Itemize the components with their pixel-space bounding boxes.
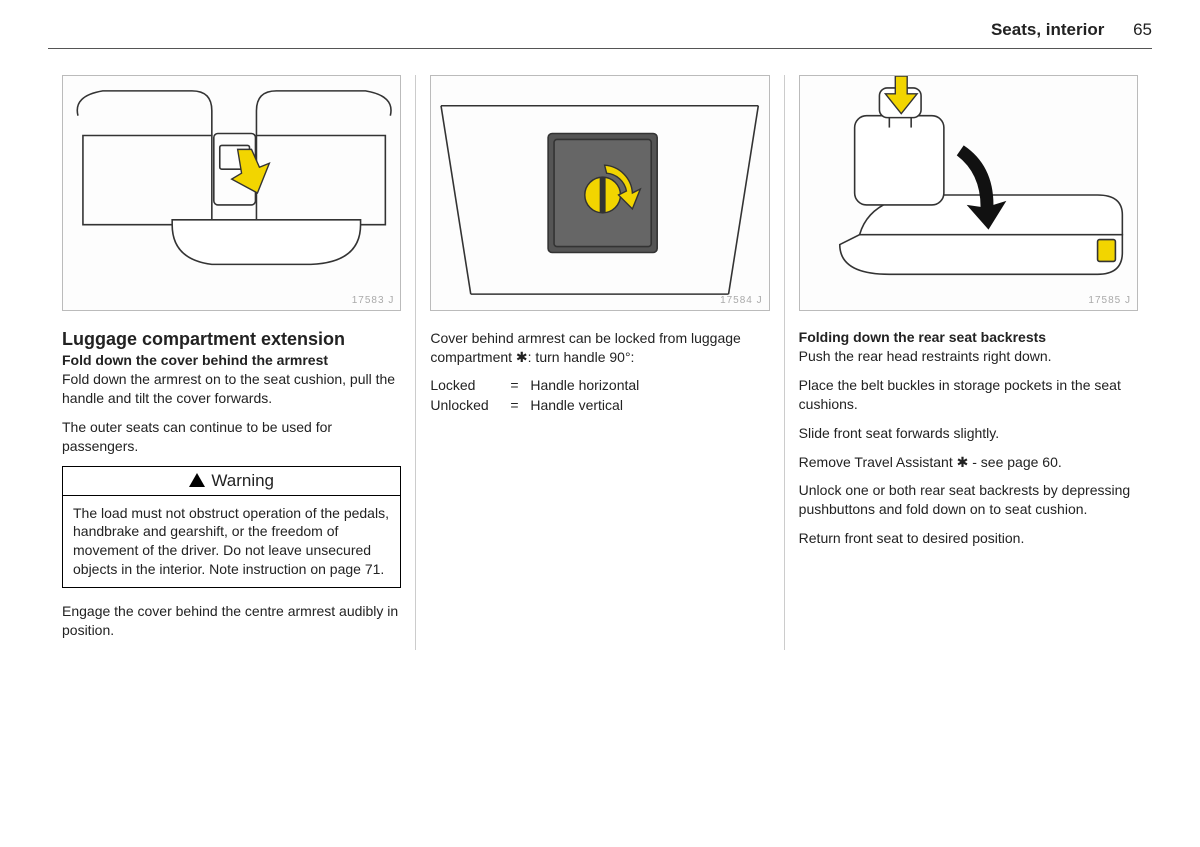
figure-fold-backrest: 17585 J (799, 75, 1138, 311)
unlocked-val: Handle vertical (530, 397, 769, 413)
figure-id: 17585 J (1088, 295, 1131, 306)
warning-triangle-icon (189, 473, 205, 487)
para-return-front: Return front seat to desired position. (799, 529, 1138, 548)
page-number: 65 (1133, 20, 1152, 39)
para-belt-buckles: Place the belt buckles in storage pocket… (799, 376, 1138, 414)
page-header: Seats, interior 65 (48, 20, 1152, 49)
subhead-fold-backrests: Folding down the rear seat backrests (799, 329, 1138, 345)
para-slide-front: Slide front seat forwards slightly. (799, 424, 1138, 443)
para-lock-description: Cover behind armrest can be locked from … (430, 329, 769, 367)
warning-body: The load must not obstruct operation of … (63, 496, 400, 588)
para-engage-cover: Engage the cover behind the centre armre… (62, 602, 401, 640)
text-ta-b: - see page 60. (968, 454, 1061, 470)
para-travel-assistant: Remove Travel Assistant ✱ - see page 60. (799, 453, 1138, 472)
warning-label: Warning (211, 471, 274, 490)
warning-box: Warning The load must not obstruct opera… (62, 466, 401, 589)
figure-id: 17584 J (720, 295, 763, 306)
option-symbol-icon: ✱ (957, 453, 969, 472)
column-3: 17585 J Folding down the rear seat backr… (784, 75, 1152, 650)
text-ta-a: Remove Travel Assistant (799, 454, 957, 470)
text-lock-b: : turn handle 90°: (528, 349, 635, 365)
column-2: 17584 J Cover behind armrest can be lock… (415, 75, 783, 650)
para-fold-instructions: Fold down the armrest on to the seat cus… (62, 370, 401, 408)
columns: 17583 J Luggage compartment extension Fo… (48, 75, 1152, 650)
section-title: Seats, interior (991, 20, 1104, 39)
column-1: 17583 J Luggage compartment extension Fo… (48, 75, 415, 650)
subhead-fold-cover: Fold down the cover behind the armrest (62, 352, 401, 368)
figure-id: 17583 J (352, 295, 395, 306)
warning-title: Warning (63, 467, 400, 496)
unlocked-key: Unlocked (430, 397, 510, 413)
option-symbol-icon: ✱ (516, 348, 528, 367)
para-push-headrests: Push the rear head restraints right down… (799, 347, 1138, 366)
locked-key: Locked (430, 377, 510, 393)
equals: = (510, 397, 530, 413)
para-outer-seats: The outer seats can continue to be used … (62, 418, 401, 456)
heading-luggage-extension: Luggage compartment extension (62, 329, 401, 350)
para-unlock-backrests: Unlock one or both rear seat backrests b… (799, 481, 1138, 519)
figure-lock-cover: 17584 J (430, 75, 769, 311)
locked-val: Handle horizontal (530, 377, 769, 393)
equals: = (510, 377, 530, 393)
lock-state-table: Locked = Handle horizontal Unlocked = Ha… (430, 377, 769, 413)
figure-armrest-fold: 17583 J (62, 75, 401, 311)
